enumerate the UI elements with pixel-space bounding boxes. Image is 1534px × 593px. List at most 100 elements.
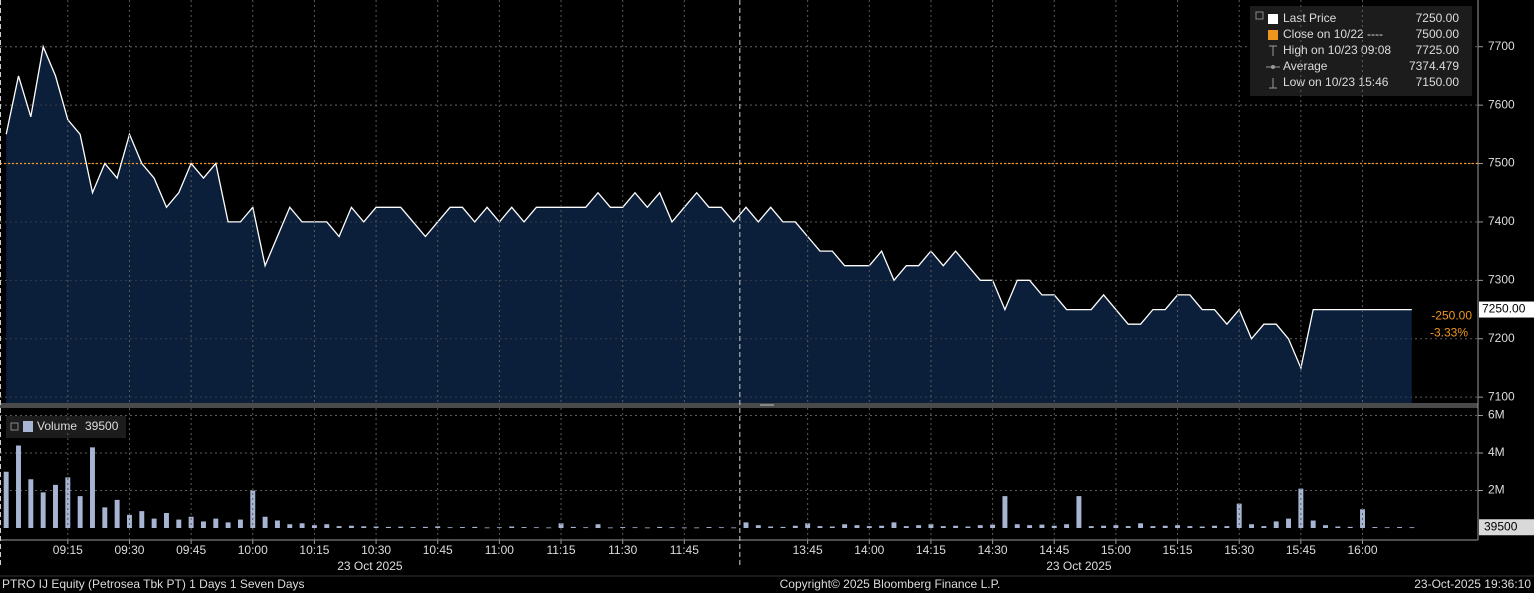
volume-bar [361,526,367,528]
y-tick-label: 7500 [1488,156,1515,170]
x-tick-label: 09:30 [114,543,144,557]
x-date-label: 23 Oct 2025 [1046,559,1112,573]
x-tick-label: 09:45 [176,543,206,557]
legend-label: Last Price [1283,11,1337,25]
x-tick-label: 10:30 [361,543,391,557]
volume-bar [127,514,132,528]
volume-bar [1224,526,1230,528]
volume-bar [139,511,145,528]
last-price-tag: 7250.00 [1482,302,1526,316]
volume-bar [620,527,626,528]
footer-left: PTRO IJ Equity (Petrosea Tbk PT) 1 Days … [2,577,305,591]
price-area [6,46,1412,403]
volume-bar [842,524,848,528]
volume-bar [435,526,441,528]
volume-bar [694,527,700,529]
volume-bar [1397,527,1402,528]
volume-bar [829,526,835,528]
volume-bar [768,526,774,528]
volume-bar [200,521,206,528]
volume-bar [237,519,243,528]
volume-bar [755,525,761,528]
volume-bar [311,525,317,528]
volume-bar [1002,496,1008,528]
volume-bar [1187,526,1193,528]
volume-bar [891,522,897,528]
volume-bar [1249,524,1255,528]
volume-bar [484,527,490,529]
volume-bar [669,527,675,529]
x-tick-label: 10:00 [238,543,268,557]
volume-bar [114,499,120,528]
legend-value: 7500.00 [1416,27,1460,41]
last-price-tag-box [1479,301,1534,318]
y-tick-label: 7400 [1488,214,1515,228]
footer-right: 23-Oct-2025 19:36:10 [1414,577,1531,591]
volume-bar [472,526,478,528]
volume-bar [644,527,650,529]
volume-bar [879,525,885,528]
change-pct-label: -3.33% [1430,326,1468,340]
volume-bar [718,527,724,529]
x-tick-label: 14:30 [978,543,1008,557]
volume-bar [805,523,811,528]
volume-bar [657,526,663,528]
volume-bar [1051,525,1057,528]
legend-value: 7250.00 [1416,11,1460,25]
volume-bar [953,525,959,528]
volume-bar [1409,527,1415,529]
volume-bar [1014,524,1020,528]
x-tick-label: 16:00 [1347,543,1377,557]
volume-bar [1039,524,1045,528]
y-tick-label: 7600 [1488,97,1515,111]
volume-bar [447,527,453,529]
volume-tag: 39500 [1484,519,1518,533]
legend-label: Average [1283,59,1328,73]
volume-bar [731,527,737,529]
x-tick-label: 09:15 [53,543,83,557]
volume-bar [496,527,502,529]
legend-marker [1268,14,1278,24]
volume-bar [1236,503,1242,528]
volume-bar [225,522,231,528]
y-tick-label: 7200 [1488,331,1515,345]
volume-bar [940,526,946,528]
y-tick-label: 2M [1488,483,1505,497]
x-tick-label: 11:15 [546,543,575,557]
x-tick-label: 10:15 [299,543,329,557]
volume-bar [706,527,712,528]
legend-label: Low on 10/23 15:46 [1283,75,1389,89]
volume-bar [570,526,576,528]
legend-box [1250,6,1472,96]
x-tick-label: 14:45 [1039,543,1069,557]
volume-bar [16,445,21,528]
y-tick-label: 4M [1488,445,1505,459]
volume-bar [422,526,428,528]
legend-label: High on 10/23 09:08 [1283,43,1391,57]
volume-bar [53,484,58,528]
volume-bar [1138,523,1144,528]
x-tick-label: 11:45 [670,543,699,557]
volume-bar [1335,526,1341,528]
volume-bar [903,526,909,528]
legend-toggle [10,422,19,431]
volume-bar [324,524,330,528]
volume-bar [348,525,354,528]
volume-bar [854,525,860,528]
legend-toggle [1255,11,1264,20]
volume-bar [336,526,342,528]
legend-box [6,416,126,438]
volume-bar [176,519,182,528]
volume-bar [151,518,157,528]
volume-bar [299,523,305,528]
volume-bar [28,479,34,528]
volume-bar [780,526,786,528]
volume-bar [459,527,465,528]
volume-bar [287,524,293,528]
volume-bar [1101,525,1107,528]
volume-bar [410,527,416,528]
legend-marker [1268,30,1278,40]
y-tick-label: 7100 [1488,389,1515,403]
